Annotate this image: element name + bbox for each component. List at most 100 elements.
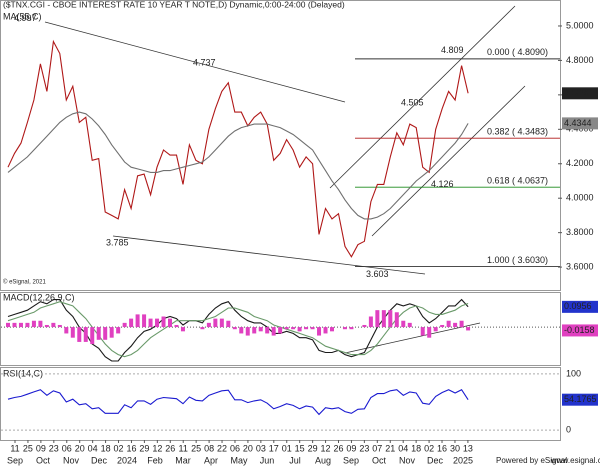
month-label: Nov	[63, 455, 80, 465]
x-tick-label: 06	[62, 443, 72, 453]
x-tick-label: 15	[295, 443, 305, 453]
histogram-bar	[135, 314, 140, 328]
month-label: Feb	[147, 455, 163, 465]
histogram-bar	[122, 322, 127, 328]
macd-panel	[0, 292, 561, 366]
histogram-bar	[388, 310, 393, 328]
x-tick-label: 23	[359, 443, 369, 453]
x-tick-label: 23	[49, 443, 59, 453]
histogram-bar	[90, 327, 95, 345]
histogram-bar	[51, 322, 56, 328]
histogram-bar	[38, 320, 43, 328]
histogram-bar	[304, 327, 309, 330]
histogram-bar	[446, 320, 451, 328]
histogram-bar	[265, 327, 270, 334]
x-tick-label: 11	[179, 443, 188, 453]
histogram-bar	[129, 318, 134, 328]
price-annotation: 4.997	[14, 13, 37, 23]
histogram-bar	[142, 314, 147, 328]
histogram-bar	[440, 324, 445, 328]
chart-title: ($TNX.CGI - CBOE INTEREST RATE 10 YEAR T…	[3, 0, 345, 9]
month-label: Sep	[343, 455, 359, 465]
histogram-bar	[284, 327, 289, 330]
value-badge-label: 4.4344	[564, 118, 592, 128]
fib-label: 0.382 ( 4.3483)	[487, 127, 548, 137]
price-annotation: 4.809	[441, 45, 464, 55]
month-label: Aug	[315, 455, 331, 465]
histogram-bar	[342, 327, 347, 330]
histogram-bar	[6, 322, 10, 328]
month-label: Apr	[204, 455, 218, 465]
x-tick-label: 07	[372, 443, 382, 453]
histogram-bar	[103, 327, 108, 340]
x-tick-label: 04	[88, 443, 98, 453]
month-label: Oct	[372, 455, 387, 465]
y-tick-label: 0	[566, 425, 571, 435]
histogram-bar	[96, 327, 101, 340]
value-badge	[562, 300, 598, 313]
x-tick-label: 02	[424, 443, 434, 453]
x-tick-label: 30	[450, 443, 460, 453]
fib-label: 0.000 ( 4.8090)	[487, 47, 548, 57]
x-tick-label: 25	[23, 443, 33, 453]
histogram-bar	[466, 327, 471, 331]
value-badge	[562, 393, 598, 406]
histogram-bar	[77, 327, 82, 342]
histogram-bar	[401, 320, 406, 328]
series-line	[7, 39, 469, 258]
histogram-bar	[12, 322, 17, 328]
month-label: Sep	[7, 455, 23, 465]
histogram-bar	[420, 327, 425, 336]
month-label: Jul	[289, 455, 301, 465]
histogram-bar	[25, 322, 30, 328]
legend-entry: MA(55,C)	[3, 11, 42, 21]
value-badge-label: 54.1765	[564, 394, 597, 404]
histogram-bar	[155, 318, 160, 328]
month-label: Nov	[399, 455, 416, 465]
series-line	[7, 388, 469, 416]
x-tick-label: 06	[230, 443, 240, 453]
month-label: Dec	[427, 455, 444, 465]
y-tick-label: 3.6000	[566, 261, 594, 271]
histogram-bar	[427, 327, 432, 338]
histogram-bar	[57, 324, 62, 328]
histogram-bar	[70, 327, 75, 338]
histogram-bar	[453, 322, 458, 328]
series-line	[7, 111, 469, 220]
x-tick-label: 09	[36, 443, 46, 453]
histogram-bar	[168, 318, 172, 328]
x-tick-label: 02	[114, 443, 124, 453]
histogram-bar	[258, 327, 263, 332]
rsi-title: RSI(14,C)	[3, 368, 43, 378]
histogram-bar	[459, 320, 464, 328]
histogram-bar	[245, 327, 250, 336]
value-badge-label: 4.6090	[564, 88, 592, 98]
histogram-bar	[44, 324, 49, 328]
histogram-bar	[330, 327, 334, 332]
footer-powered: Powered by eSignal	[496, 456, 567, 465]
month-label: Oct	[36, 455, 51, 465]
month-label: May	[230, 455, 248, 465]
histogram-bar	[368, 316, 373, 328]
x-tick-label: 21	[385, 443, 395, 453]
rsi-panel	[0, 367, 561, 441]
macd-title: MACD(12,26,9,C)	[3, 292, 75, 302]
x-tick-label: 01	[282, 443, 292, 453]
x-tick-label: 20	[243, 443, 253, 453]
histogram-bar	[252, 327, 257, 334]
histogram-bar	[291, 327, 296, 330]
x-tick-label: 26	[333, 443, 343, 453]
price-annotation: 3.603	[366, 269, 389, 279]
month-label: 2024	[117, 455, 137, 465]
histogram-bar	[297, 327, 302, 332]
histogram-bar	[239, 327, 244, 334]
y-tick-label: 4.0000	[566, 193, 594, 203]
histogram-bar	[174, 324, 179, 328]
month-label: Jun	[260, 455, 275, 465]
histogram-bar	[278, 327, 283, 334]
x-tick-label: 20	[75, 443, 85, 453]
x-tick-label: 25	[191, 443, 201, 453]
histogram-bar	[200, 327, 205, 330]
histogram-bar	[116, 327, 121, 334]
